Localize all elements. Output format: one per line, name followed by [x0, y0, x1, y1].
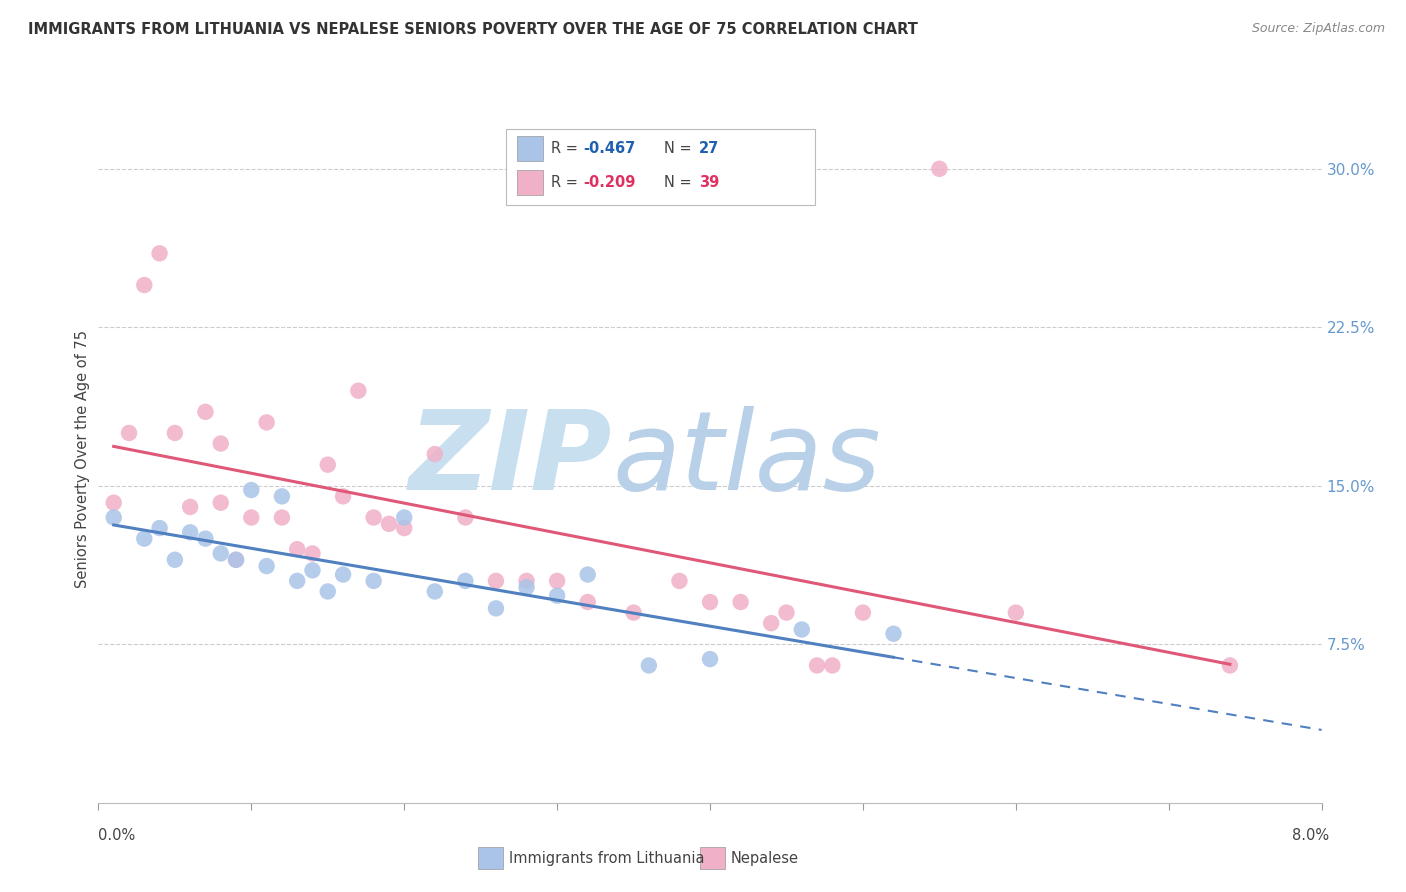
Point: [316, 458, 339, 472]
Point: [149, 521, 172, 535]
Point: [699, 652, 721, 666]
Point: [454, 510, 477, 524]
Point: [392, 510, 416, 524]
Point: [454, 574, 477, 588]
Point: [240, 483, 263, 497]
Point: [576, 567, 599, 582]
Point: [790, 623, 813, 637]
Text: 39: 39: [699, 176, 718, 190]
Text: Source: ZipAtlas.com: Source: ZipAtlas.com: [1251, 22, 1385, 36]
Point: [378, 516, 401, 531]
Point: [363, 510, 385, 524]
Point: [730, 595, 752, 609]
Point: [516, 580, 538, 594]
Point: [623, 606, 645, 620]
Text: R =: R =: [551, 142, 582, 156]
Point: [301, 563, 323, 577]
Y-axis label: Seniors Poverty Over the Age of 75: Seniors Poverty Over the Age of 75: [75, 330, 90, 589]
Text: Nepalese: Nepalese: [731, 851, 799, 865]
Point: [332, 567, 354, 582]
Point: [852, 606, 875, 620]
Point: [576, 595, 599, 609]
Point: [668, 574, 690, 588]
Point: [103, 496, 125, 510]
Text: Immigrants from Lithuania: Immigrants from Lithuania: [509, 851, 704, 865]
Text: 0.0%: 0.0%: [98, 828, 135, 843]
Point: [423, 447, 446, 461]
Text: -0.467: -0.467: [583, 142, 636, 156]
Point: [485, 574, 508, 588]
Point: [240, 510, 263, 524]
Point: [209, 496, 232, 510]
Point: [194, 405, 217, 419]
Point: [883, 626, 905, 640]
Point: [179, 525, 201, 540]
Text: atlas: atlas: [612, 406, 880, 513]
Text: N =: N =: [664, 142, 696, 156]
Point: [699, 595, 721, 609]
Point: [546, 589, 568, 603]
Text: N =: N =: [664, 176, 696, 190]
Text: 8.0%: 8.0%: [1292, 828, 1329, 843]
Point: [225, 553, 247, 567]
Point: [256, 559, 278, 574]
Point: [928, 161, 950, 176]
Point: [118, 425, 141, 440]
Point: [134, 278, 156, 293]
Point: [806, 658, 828, 673]
Text: 27: 27: [699, 142, 718, 156]
Point: [225, 553, 247, 567]
Point: [301, 546, 323, 560]
Point: [423, 584, 446, 599]
Point: [347, 384, 370, 398]
Point: [209, 546, 232, 560]
Point: [821, 658, 844, 673]
Point: [285, 542, 308, 557]
Point: [134, 532, 156, 546]
Point: [209, 436, 232, 450]
Point: [516, 574, 538, 588]
Point: [392, 521, 416, 535]
Text: IMMIGRANTS FROM LITHUANIA VS NEPALESE SENIORS POVERTY OVER THE AGE OF 75 CORRELA: IMMIGRANTS FROM LITHUANIA VS NEPALESE SE…: [28, 22, 918, 37]
Point: [163, 553, 186, 567]
Point: [103, 510, 125, 524]
Point: [163, 425, 186, 440]
Point: [1219, 658, 1241, 673]
Point: [316, 584, 339, 599]
Point: [256, 416, 278, 430]
Text: ZIP: ZIP: [409, 406, 612, 513]
Text: R =: R =: [551, 176, 582, 190]
Point: [759, 616, 782, 631]
Point: [149, 246, 172, 260]
Text: -0.209: -0.209: [583, 176, 636, 190]
Point: [1004, 606, 1026, 620]
Point: [270, 510, 294, 524]
Point: [546, 574, 568, 588]
Point: [775, 606, 797, 620]
Point: [285, 574, 308, 588]
Point: [194, 532, 217, 546]
Point: [363, 574, 385, 588]
Point: [637, 658, 661, 673]
Point: [270, 489, 294, 503]
Point: [332, 489, 354, 503]
Point: [485, 601, 508, 615]
Point: [179, 500, 201, 514]
